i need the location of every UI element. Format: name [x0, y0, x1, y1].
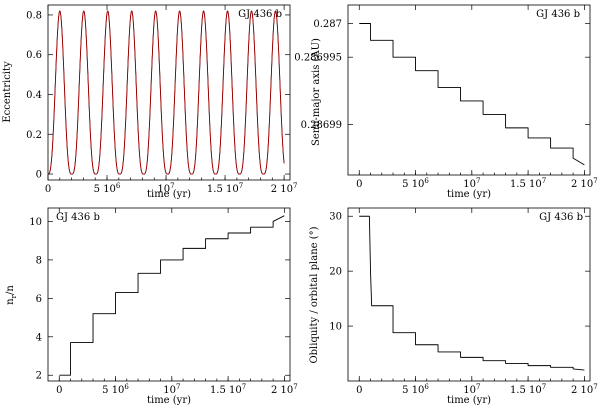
x-tick-label-base: 0 — [356, 179, 362, 190]
x-tick-label: 0 — [56, 385, 62, 396]
series-line-oscillation-overlay — [47, 10, 285, 175]
y-tick-label: 0.2 — [26, 130, 42, 141]
y-tick-label: 0.6 — [26, 50, 42, 61]
x-tick-label-base: 5 10 — [402, 179, 424, 190]
x-tick-label-base: 1.5 10 — [510, 179, 542, 190]
x-tick-label-exponent: 7 — [293, 182, 297, 190]
x-tick-label: 107 — [157, 182, 174, 195]
series-line-obliquity — [359, 215, 585, 371]
x-tick-label-base: 10 — [463, 179, 476, 190]
x-tick-label-exponent: 7 — [239, 182, 243, 190]
y-tick-label: 6 — [36, 294, 42, 305]
y-tick-label: 30 — [329, 212, 342, 223]
y-axis-label: Obliquity / orbital plane (°) — [309, 226, 320, 363]
x-tick-label-base: 0 — [356, 385, 362, 396]
x-tick-label: 1.5 107 — [510, 177, 546, 190]
y-tick-label: 10 — [29, 217, 42, 228]
x-tick-label-exponent: 7 — [476, 177, 480, 185]
x-tick-label: 0 — [356, 385, 362, 396]
plot-frame — [347, 207, 591, 382]
x-axis-label: time (yr) — [147, 189, 191, 200]
x-tick-label-exponent: 7 — [593, 383, 597, 391]
x-tick-label: 1.5 107 — [210, 383, 246, 396]
x-tick-label-base: 0 — [56, 385, 62, 396]
y-axis-label: Eccentricity — [2, 61, 13, 123]
y-tick-label: 0.4 — [26, 90, 42, 101]
x-tick-label-base: 1.5 10 — [510, 385, 542, 396]
x-tick-label: 0 — [356, 179, 362, 190]
x-tick-label-base: 2 10 — [271, 385, 293, 396]
y-axis-label: Semi-major axis (AU) — [311, 38, 322, 146]
x-tick-label-exponent: 7 — [242, 383, 246, 391]
x-tick-label: 0 — [45, 184, 51, 195]
x-tick-label-base: 5 10 — [94, 184, 116, 195]
x-tick-label-base: 10 — [163, 385, 176, 396]
x-tick-label: 5 106 — [402, 177, 429, 190]
x-tick-label-base: 2 10 — [571, 385, 593, 396]
series-line-oscillation — [47, 10, 285, 175]
y-tick-label: 4 — [36, 332, 42, 343]
y-tick-label: 0.287 — [313, 19, 342, 30]
x-tick-label-base: 1.5 10 — [210, 385, 242, 396]
y-tick-label: 0 — [36, 170, 42, 181]
x-tick-label: 107 — [163, 383, 180, 396]
plot-frame — [47, 4, 291, 181]
x-tick-label: 2 107 — [571, 383, 598, 396]
x-tick-label: 5 106 — [402, 383, 429, 396]
panel-title: GJ 436 b — [536, 9, 580, 20]
y-tick-label: 20 — [329, 267, 342, 278]
x-tick-label-exponent: 6 — [424, 177, 429, 185]
series-line-semi-major-axis — [359, 23, 585, 166]
panel-title: GJ 436 b — [539, 212, 583, 223]
x-tick-label: 2 107 — [571, 177, 598, 190]
y-tick-label: 2 — [36, 371, 42, 382]
x-tick-label-exponent: 7 — [476, 383, 480, 391]
x-tick-label-base: 5 10 — [402, 385, 424, 396]
x-tick-label-exponent: 6 — [424, 383, 429, 391]
y-tick-label: 10 — [329, 322, 342, 333]
x-tick-label-exponent: 7 — [542, 177, 546, 185]
x-tick-label: 1.5 107 — [510, 383, 546, 396]
x-tick-label: 107 — [463, 383, 480, 396]
x-tick-label-exponent: 6 — [116, 182, 121, 190]
x-tick-label-base: 2 10 — [571, 179, 593, 190]
x-tick-label: 5 106 — [102, 383, 129, 396]
series-line-nr-over-n — [59, 215, 285, 376]
x-tick-label-base: 10 — [157, 184, 170, 195]
x-tick-label: 5 106 — [94, 182, 121, 195]
x-axis-label: time (yr) — [447, 395, 491, 406]
plot-frame — [347, 4, 591, 176]
y-tick-label: 0.28699 — [301, 120, 342, 131]
y-tick-label: 0.8 — [26, 10, 42, 21]
panel-title: GJ 436 b — [56, 212, 100, 223]
x-tick-label-base: 2 10 — [271, 184, 293, 195]
y-tick-label: 8 — [36, 255, 42, 266]
plot-frame — [47, 207, 291, 382]
x-tick-label-exponent: 7 — [293, 383, 297, 391]
x-tick-label-exponent: 7 — [542, 383, 546, 391]
panel-title: GJ 436 b — [238, 9, 282, 20]
x-tick-label-base: 0 — [45, 184, 51, 195]
x-tick-label-exponent: 6 — [124, 383, 129, 391]
x-tick-label-base: 10 — [463, 385, 476, 396]
x-tick-label: 107 — [463, 177, 480, 190]
x-tick-label-base: 5 10 — [102, 385, 124, 396]
y-axis-label: nr/n — [5, 285, 18, 305]
x-tick-label: 2 107 — [271, 182, 298, 195]
x-tick-label: 2 107 — [271, 383, 298, 396]
x-axis-label: time (yr) — [447, 189, 491, 200]
x-tick-label-exponent: 7 — [176, 383, 180, 391]
x-tick-label-base: 1.5 10 — [207, 184, 239, 195]
x-tick-label: 1.5 107 — [207, 182, 243, 195]
x-tick-label-exponent: 7 — [170, 182, 174, 190]
x-axis-label: time (yr) — [147, 395, 191, 406]
y-tick-label: 0.286995 — [294, 53, 342, 64]
x-tick-label-exponent: 7 — [593, 177, 597, 185]
